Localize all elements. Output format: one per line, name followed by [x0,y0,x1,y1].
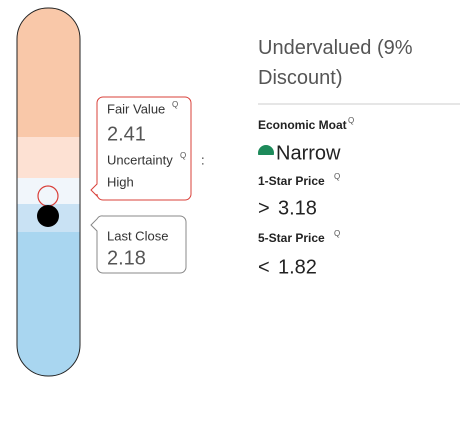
one-star-symbol: > [258,197,270,219]
moat-label: Economic Moat [258,118,347,132]
fair-value: 2.41 [107,123,146,145]
fair-value-box [90,96,192,201]
uncertainty-label: Uncertainty [107,152,173,167]
fair-value-label: Fair Value [107,101,165,116]
last-close: 2.18 [107,247,146,269]
valuation-bar [17,8,80,376]
five-star-price: 1.82 [278,256,317,278]
help-icon[interactable]: Q [172,100,178,109]
last-close-marker [37,205,59,227]
one-star-price: 3.18 [278,197,317,219]
moat-value: Narrow [276,142,341,164]
one-star-label: 1-Star Price [258,174,325,188]
help-icon[interactable]: Q [334,172,340,181]
help-icon[interactable]: Q [334,229,340,238]
five-star-label: 5-Star Price [258,231,325,245]
last-close-label: Last Close [107,228,168,243]
bar-outline [16,7,81,377]
uncertainty-separator: : [201,152,205,167]
help-icon[interactable]: Q [348,116,354,125]
help-icon[interactable]: Q [180,151,186,160]
last-close-box [90,215,187,274]
moat-icon [258,145,274,163]
five-star-symbol: < [258,256,270,278]
verdict: Undervalued (9% Discount) [258,37,413,89]
uncertainty-value: High [107,174,134,189]
